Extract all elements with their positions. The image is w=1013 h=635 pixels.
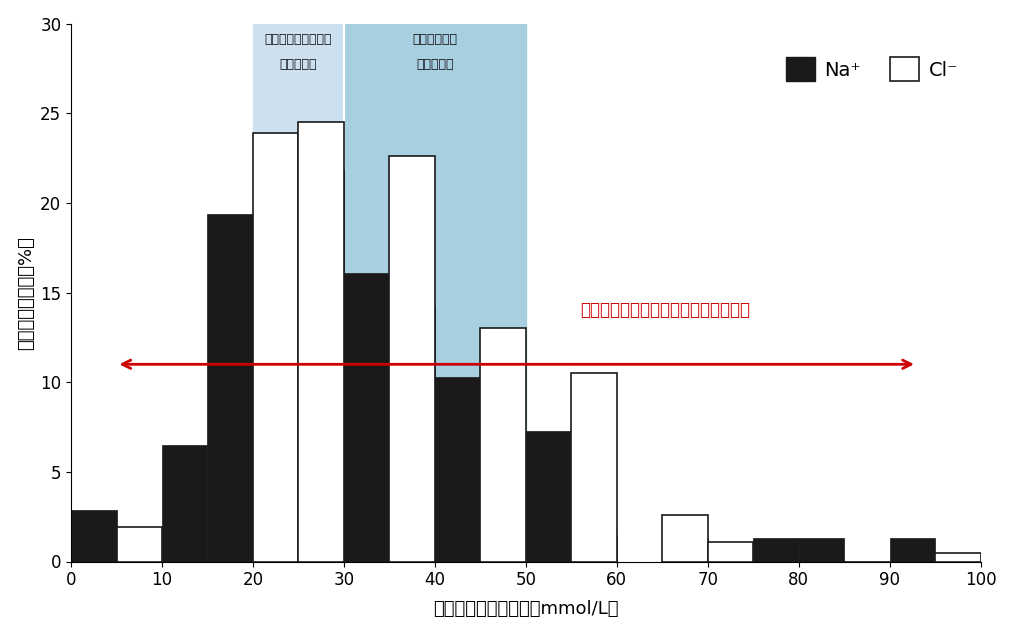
Text: スポーツドリンクの: スポーツドリンクの (264, 32, 332, 46)
Bar (889, 538, 935, 561)
Bar (663, 515, 708, 561)
Text: 経口補水液の: 経口補水液の (412, 32, 457, 46)
Bar (299, 169, 343, 561)
Bar (343, 23, 526, 561)
Bar (798, 538, 844, 561)
X-axis label: 汗の中の電解質濃度（mmol/L）: 汗の中の電解質濃度（mmol/L） (433, 600, 619, 618)
Text: 電解質濃度: 電解質濃度 (416, 58, 454, 70)
Bar (389, 156, 435, 561)
Bar (253, 23, 343, 561)
Bar (253, 133, 299, 561)
Y-axis label: 被検者中の割合（%）: 被検者中の割合（%） (16, 236, 34, 349)
Bar (208, 214, 253, 561)
Bar (571, 373, 617, 561)
Legend: Na⁺, Cl⁻: Na⁺, Cl⁻ (778, 50, 966, 89)
Bar (299, 123, 343, 561)
Bar (480, 328, 526, 561)
Bar (162, 445, 208, 561)
Bar (571, 535, 617, 561)
Bar (935, 552, 981, 561)
Text: 汗の塩分濃度にはかなり個人差がある: 汗の塩分濃度にはかなり個人差がある (580, 302, 751, 319)
Bar (708, 542, 753, 561)
Bar (526, 431, 571, 561)
Bar (116, 528, 162, 561)
Bar (435, 377, 480, 561)
Text: 電解質濃度: 電解質濃度 (280, 58, 317, 70)
Bar (389, 307, 435, 561)
Bar (663, 538, 708, 561)
Bar (71, 509, 116, 561)
Bar (753, 538, 798, 561)
Bar (343, 273, 389, 561)
